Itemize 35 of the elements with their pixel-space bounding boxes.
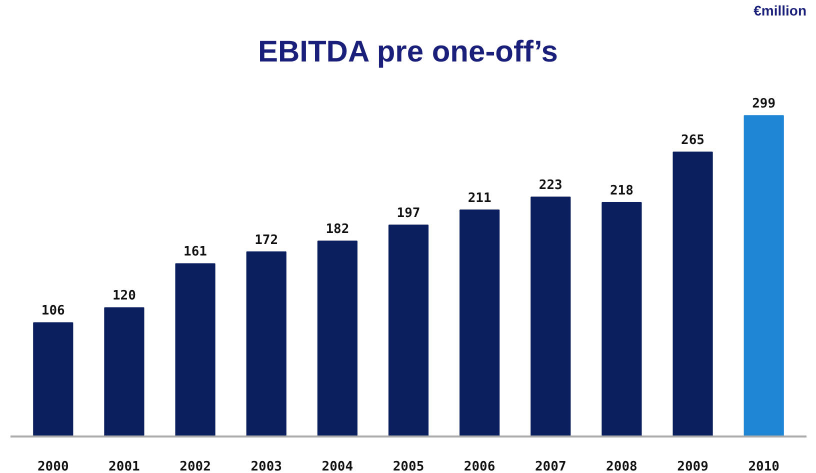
bar: [672, 152, 713, 436]
data-label: 120: [112, 288, 136, 304]
bar: [744, 115, 784, 436]
x-tick-label: 2003: [250, 460, 282, 473]
x-tick-label: 2006: [464, 460, 496, 473]
data-label: 182: [326, 222, 350, 238]
data-label: 211: [468, 191, 492, 206]
x-tick-label: 2007: [534, 460, 566, 473]
bar: [33, 322, 74, 436]
bar: [388, 224, 429, 436]
bar: [460, 210, 500, 436]
x-tick-label: 2009: [677, 460, 708, 473]
bar: [530, 196, 571, 436]
bar: [602, 202, 642, 436]
data-label: 265: [681, 133, 705, 148]
text: €million: [754, 2, 807, 18]
x-tick-label: 2010: [748, 460, 780, 473]
x-tick-label: 2001: [108, 460, 140, 473]
bar: [317, 240, 358, 436]
x-tick-label: 2002: [180, 460, 211, 473]
bar: [246, 251, 286, 436]
data-label: 161: [184, 244, 208, 260]
x-tick-label: 2005: [392, 460, 424, 473]
x-tick-label: 2004: [322, 460, 354, 473]
x-tick-label: 2008: [606, 460, 638, 473]
data-label: 299: [752, 96, 776, 112]
bar: [104, 307, 144, 436]
data-label: 218: [610, 184, 634, 199]
data-label: 223: [538, 178, 562, 194]
x-tick-label: 2000: [37, 460, 69, 473]
chart-title: EBITDA pre one-off’s: [258, 36, 558, 68]
bar: [175, 263, 216, 436]
data-label: 172: [254, 232, 278, 248]
data-label: 197: [396, 206, 420, 222]
data-label: 106: [41, 304, 66, 319]
